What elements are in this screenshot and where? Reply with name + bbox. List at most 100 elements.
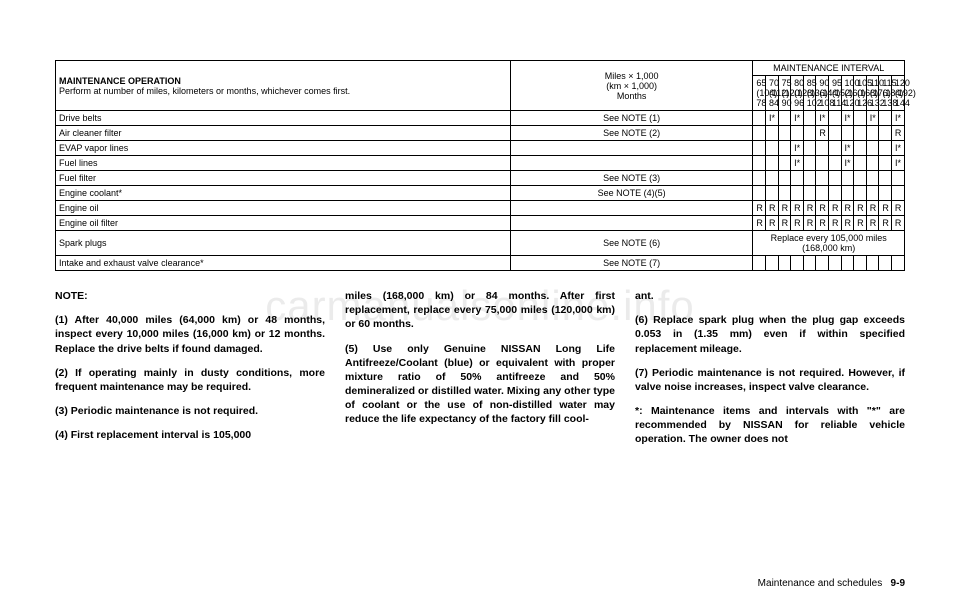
row-cell <box>828 186 841 201</box>
note-title: NOTE: <box>55 289 325 303</box>
row-cell <box>803 111 816 126</box>
maintenance-table: MAINTENANCE OPERATION Perform at number … <box>55 60 905 271</box>
row-cell <box>866 256 879 271</box>
row-cell <box>816 186 829 201</box>
row-name: Engine coolant* <box>56 186 511 201</box>
row-cell <box>854 141 867 156</box>
row-cell: R <box>854 216 867 231</box>
row-cell <box>854 256 867 271</box>
row-cell <box>778 141 791 156</box>
op-header: MAINTENANCE OPERATION Perform at number … <box>56 61 511 111</box>
row-cell <box>753 111 766 126</box>
notes-section: NOTE: (1) After 40,000 miles (64,000 km)… <box>55 289 905 457</box>
row-cell <box>841 256 854 271</box>
row-cell <box>854 156 867 171</box>
row-cell <box>803 186 816 201</box>
row-cell <box>803 256 816 271</box>
row-cell: I* <box>891 156 904 171</box>
row-cell <box>753 186 766 201</box>
row-cell: R <box>791 201 804 216</box>
row-note <box>510 141 753 156</box>
notes-col-3: ant.(6) Replace spark plug when the plug… <box>635 289 905 457</box>
table-row: Spark plugsSee NOTE (6)Replace every 105… <box>56 231 905 256</box>
row-name: Air cleaner filter <box>56 126 511 141</box>
row-cell <box>879 186 892 201</box>
row-cell: I* <box>791 141 804 156</box>
row-cell: I* <box>841 111 854 126</box>
row-cell <box>816 256 829 271</box>
notes-col-1: NOTE: (1) After 40,000 miles (64,000 km)… <box>55 289 325 457</box>
table-row: Fuel filterSee NOTE (3) <box>56 171 905 186</box>
row-cell: R <box>828 216 841 231</box>
row-cell: R <box>866 201 879 216</box>
row-cell <box>816 141 829 156</box>
row-name: Fuel lines <box>56 156 511 171</box>
note-paragraph: (1) After 40,000 miles (64,000 km) or 48… <box>55 313 325 356</box>
row-cell: I* <box>891 141 904 156</box>
row-span-cell: Replace every 105,000 miles (168,000 km) <box>753 231 905 256</box>
table-row: Intake and exhaust valve clearance*See N… <box>56 256 905 271</box>
footer-label: Maintenance and schedules <box>758 578 883 589</box>
row-cell <box>791 256 804 271</box>
row-cell <box>753 126 766 141</box>
miles-header: Miles × 1,000 (km × 1,000) Months <box>510 61 753 111</box>
interval-col: 65(104)78 <box>753 76 766 111</box>
row-cell: R <box>816 216 829 231</box>
row-cell: I* <box>841 156 854 171</box>
row-cell <box>879 156 892 171</box>
interval-header: MAINTENANCE INTERVAL <box>753 61 905 76</box>
row-cell: R <box>854 201 867 216</box>
row-name: Intake and exhaust valve clearance* <box>56 256 511 271</box>
row-cell: R <box>778 216 791 231</box>
row-name: Engine oil <box>56 201 511 216</box>
row-note: See NOTE (2) <box>510 126 753 141</box>
note-paragraph: (3) Periodic maintenance is not required… <box>55 404 325 418</box>
row-cell <box>791 126 804 141</box>
row-cell: R <box>879 216 892 231</box>
row-cell <box>879 141 892 156</box>
row-cell <box>803 126 816 141</box>
row-cell: R <box>891 216 904 231</box>
table-row: Air cleaner filterSee NOTE (2) R R <box>56 126 905 141</box>
row-cell <box>891 171 904 186</box>
row-cell <box>803 171 816 186</box>
row-note <box>510 156 753 171</box>
row-cell: R <box>891 126 904 141</box>
row-cell <box>765 126 778 141</box>
row-cell: R <box>828 201 841 216</box>
row-cell: R <box>866 216 879 231</box>
row-name: Engine oil filter <box>56 216 511 231</box>
row-cell <box>778 256 791 271</box>
row-cell <box>828 256 841 271</box>
row-cell: R <box>841 216 854 231</box>
row-note: See NOTE (7) <box>510 256 753 271</box>
row-cell <box>879 126 892 141</box>
row-cell: R <box>778 201 791 216</box>
row-cell <box>828 156 841 171</box>
row-cell <box>841 126 854 141</box>
row-name: Spark plugs <box>56 231 511 256</box>
row-cell <box>778 111 791 126</box>
row-cell <box>765 156 778 171</box>
row-cell <box>765 256 778 271</box>
table-row: Fuel lines I* I* I* <box>56 156 905 171</box>
row-cell <box>841 186 854 201</box>
row-cell: R <box>816 201 829 216</box>
row-cell: R <box>765 216 778 231</box>
row-cell <box>765 171 778 186</box>
note-paragraph: (6) Replace spark plug when the plug gap… <box>635 313 905 356</box>
row-cell <box>879 256 892 271</box>
row-cell <box>879 111 892 126</box>
notes-col-2: miles (168,000 km) or 84 months. After f… <box>345 289 615 457</box>
row-cell: R <box>879 201 892 216</box>
row-cell: I* <box>791 111 804 126</box>
note-paragraph: (5) Use only Genuine NISSAN Long Life An… <box>345 342 615 427</box>
row-cell <box>866 171 879 186</box>
row-cell: I* <box>791 156 804 171</box>
row-note: See NOTE (1) <box>510 111 753 126</box>
row-cell <box>791 171 804 186</box>
row-cell: R <box>816 126 829 141</box>
row-cell <box>765 141 778 156</box>
note-paragraph: (2) If operating mainly in dusty conditi… <box>55 366 325 394</box>
row-cell <box>854 111 867 126</box>
